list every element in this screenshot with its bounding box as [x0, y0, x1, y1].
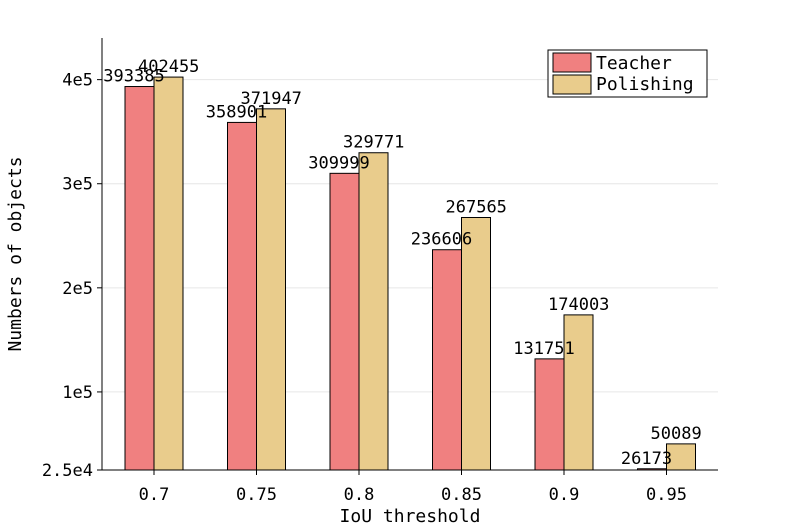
- legend-swatch-teacher: [552, 52, 592, 73]
- x-axis-title: IoU threshold: [340, 506, 481, 527]
- y-tick-label: 1e5: [62, 383, 93, 403]
- data-label: 236606: [411, 230, 472, 250]
- bar-teacher-0_8: [329, 172, 360, 471]
- data-label: 174003: [548, 295, 609, 315]
- y-tick-label: 2.5e4: [42, 461, 93, 481]
- data-label: 393385: [103, 67, 164, 87]
- x-tick-label: 0.95: [646, 485, 687, 505]
- bar-polishing-0_9: [563, 314, 594, 471]
- legend-label-teacher: Teacher: [596, 53, 672, 74]
- y-tick-label: 3e5: [62, 175, 93, 195]
- bar-teacher-0_7: [124, 86, 155, 471]
- bar-polishing-0_8: [358, 152, 389, 471]
- data-label: 267565: [446, 197, 507, 217]
- bar-polishing-0_95: [666, 443, 696, 471]
- y-tick-label: 2e5: [62, 279, 93, 299]
- bar-teacher-0_85: [432, 249, 462, 471]
- y-tick-label: 4e5: [62, 71, 93, 91]
- data-label: 402455: [138, 57, 199, 77]
- x-tick-label: 0.7: [139, 485, 170, 505]
- bar-teacher-0_75: [227, 121, 257, 471]
- data-label: 131751: [513, 339, 574, 359]
- x-tick-label: 0.75: [236, 485, 277, 505]
- data-label: 371947: [241, 89, 302, 109]
- bar-teacher-0_9: [534, 358, 565, 471]
- legend: Teacher Polishing: [547, 49, 708, 98]
- y-ticks: 2.5e4 1e5 2e5 3e5 4e5: [42, 71, 102, 481]
- data-label: 358901: [206, 102, 267, 122]
- legend-label-polishing: Polishing: [596, 74, 694, 95]
- x-tick-label: 0.8: [344, 485, 375, 505]
- data-label: 329771: [343, 133, 404, 153]
- bar-polishing-0_7: [153, 76, 184, 471]
- bar-polishing-0_75: [256, 108, 286, 471]
- y-axis-title: Numbers of objects: [5, 156, 26, 351]
- bars: [124, 76, 696, 471]
- legend-swatch-polishing: [552, 74, 592, 95]
- bar-polishing-0_85: [461, 216, 491, 471]
- x-tick-label: 0.85: [441, 485, 482, 505]
- x-tick-label: 0.9: [549, 485, 580, 505]
- data-label: 309999: [308, 153, 369, 173]
- data-label: 50089: [651, 424, 702, 444]
- data-label: 26173: [621, 449, 672, 469]
- x-ticks: 0.7 0.75 0.8 0.85 0.9 0.95: [139, 470, 687, 505]
- axes: [101, 38, 718, 471]
